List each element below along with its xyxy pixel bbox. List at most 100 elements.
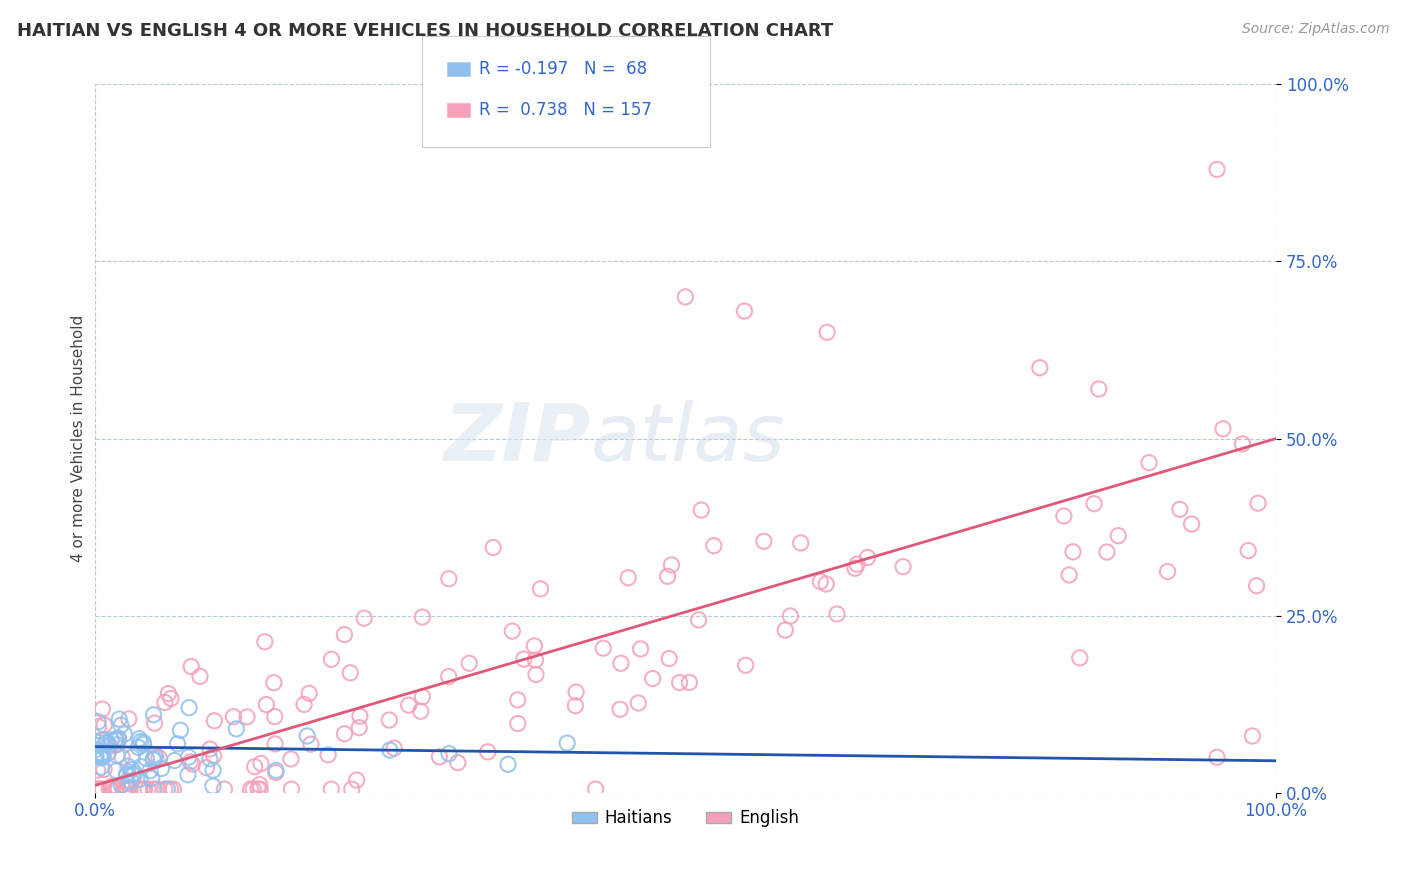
Point bbox=[263, 709, 285, 723]
Point bbox=[181, 757, 204, 772]
Point bbox=[98, 782, 121, 797]
Point bbox=[263, 675, 285, 690]
Point bbox=[437, 670, 460, 684]
Point bbox=[661, 558, 683, 572]
Point bbox=[107, 782, 129, 797]
Point bbox=[250, 756, 273, 771]
Point bbox=[429, 749, 451, 764]
Point bbox=[87, 720, 110, 734]
Point bbox=[339, 665, 361, 680]
Point bbox=[115, 767, 138, 781]
Point bbox=[105, 781, 128, 796]
Point bbox=[690, 503, 713, 517]
Point bbox=[107, 732, 129, 747]
Point bbox=[90, 750, 112, 764]
Point bbox=[280, 752, 302, 766]
Point bbox=[846, 558, 869, 572]
Point bbox=[280, 782, 302, 797]
Point bbox=[132, 738, 155, 752]
Point bbox=[105, 732, 128, 747]
Point bbox=[90, 747, 112, 762]
Point bbox=[254, 698, 277, 712]
Point bbox=[333, 727, 356, 741]
Point bbox=[1247, 496, 1270, 510]
Point bbox=[734, 658, 756, 673]
Point bbox=[142, 707, 165, 722]
Point bbox=[733, 304, 755, 318]
Point bbox=[321, 782, 343, 797]
Point bbox=[242, 782, 264, 797]
Point bbox=[117, 782, 139, 797]
Point bbox=[84, 742, 107, 756]
Point bbox=[523, 639, 546, 653]
Point bbox=[297, 729, 319, 743]
Point bbox=[609, 702, 631, 716]
Point bbox=[120, 774, 142, 789]
Point bbox=[100, 782, 122, 797]
Point bbox=[98, 739, 121, 753]
Point bbox=[353, 611, 375, 625]
Point bbox=[87, 782, 110, 797]
Point bbox=[117, 776, 139, 790]
Point bbox=[565, 685, 588, 699]
Point bbox=[249, 778, 271, 792]
Point bbox=[779, 609, 801, 624]
Point bbox=[105, 764, 128, 778]
Point bbox=[506, 693, 529, 707]
Point bbox=[142, 751, 165, 765]
Point bbox=[153, 696, 176, 710]
Point bbox=[1062, 545, 1084, 559]
Point bbox=[121, 750, 143, 764]
Point bbox=[298, 686, 321, 700]
Point bbox=[1137, 456, 1160, 470]
Point bbox=[239, 782, 262, 797]
Point bbox=[124, 767, 146, 781]
Point bbox=[249, 782, 271, 797]
Point bbox=[94, 736, 117, 750]
Point bbox=[108, 712, 131, 726]
Point bbox=[524, 653, 547, 667]
Point bbox=[160, 691, 183, 706]
Point bbox=[688, 613, 710, 627]
Point bbox=[101, 779, 124, 793]
Point bbox=[135, 751, 157, 765]
Point bbox=[340, 782, 363, 797]
Point bbox=[592, 641, 614, 656]
Point bbox=[89, 782, 111, 797]
Point bbox=[142, 782, 165, 797]
Point bbox=[166, 737, 188, 751]
Point bbox=[253, 634, 276, 648]
Point bbox=[202, 748, 225, 763]
Point bbox=[264, 737, 287, 751]
Point bbox=[91, 782, 114, 797]
Point bbox=[91, 749, 114, 764]
Point bbox=[129, 734, 152, 748]
Point bbox=[617, 571, 640, 585]
Point bbox=[156, 782, 179, 797]
Point bbox=[447, 756, 470, 770]
Point bbox=[105, 738, 128, 752]
Point bbox=[529, 582, 551, 596]
Point bbox=[752, 534, 775, 549]
Point bbox=[222, 709, 245, 723]
Point bbox=[630, 641, 652, 656]
Point bbox=[501, 624, 523, 639]
Point bbox=[112, 782, 135, 797]
Point bbox=[157, 687, 180, 701]
Point bbox=[1212, 422, 1234, 436]
Point bbox=[506, 716, 529, 731]
Point bbox=[382, 741, 405, 756]
Text: HAITIAN VS ENGLISH 4 OR MORE VEHICLES IN HOUSEHOLD CORRELATION CHART: HAITIAN VS ENGLISH 4 OR MORE VEHICLES IN… bbox=[17, 22, 834, 40]
Point bbox=[104, 732, 127, 747]
Point bbox=[225, 722, 247, 736]
Point bbox=[118, 712, 141, 726]
Point bbox=[86, 735, 108, 749]
Point bbox=[482, 541, 505, 555]
Point bbox=[477, 745, 499, 759]
Point bbox=[202, 714, 225, 728]
Point bbox=[87, 714, 110, 729]
Point bbox=[1232, 437, 1254, 451]
Point bbox=[808, 574, 831, 589]
Point bbox=[555, 736, 578, 750]
Point bbox=[128, 782, 150, 797]
